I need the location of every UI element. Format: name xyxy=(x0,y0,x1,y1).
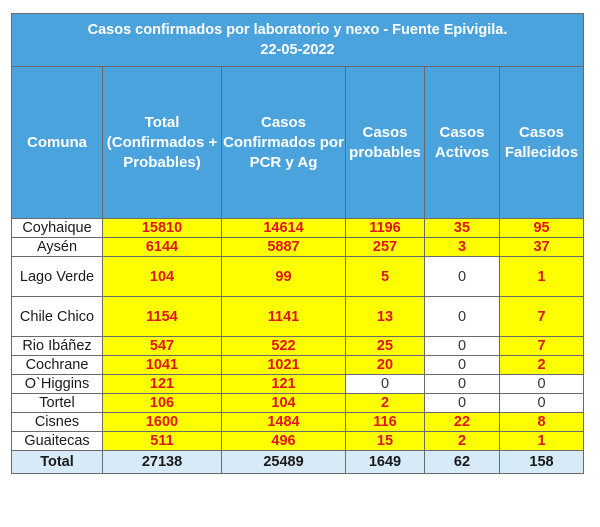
fallecidos-cell: 1 xyxy=(498,256,585,297)
table-row: Guaitecas 511 496 15 2 1 xyxy=(11,431,585,451)
comuna-cell: Rio Ibáñez xyxy=(11,336,103,356)
totals-row: Total 27138 25489 1649 62 158 xyxy=(11,450,585,474)
total-cell: 6144 xyxy=(102,237,222,257)
pcr-cell: 1021 xyxy=(221,355,346,375)
fallecidos-cell: 1 xyxy=(498,431,585,451)
table-title: Casos confirmados por laboratorio y nexo… xyxy=(10,13,585,67)
pcr-cell: 522 xyxy=(221,336,346,356)
comuna-cell: Chile Chico xyxy=(11,296,103,337)
comuna-cell: Tortel xyxy=(11,393,103,413)
comuna-cell: Aysén xyxy=(11,237,103,257)
probables-cell: 5 xyxy=(345,256,425,297)
total-cell: 1041 xyxy=(102,355,222,375)
pcr-cell: 121 xyxy=(221,374,346,394)
table-row: O`Higgins 121 121 0 0 0 xyxy=(11,374,585,394)
totals-label: Total xyxy=(11,450,103,474)
header-pcr: Casos Confirmados por PCR y Ag xyxy=(221,66,346,219)
activos-cell: 3 xyxy=(424,237,500,257)
table-row: Cochrane 1041 1021 20 0 2 xyxy=(11,355,585,375)
pcr-cell: 14614 xyxy=(221,218,346,238)
pcr-cell: 1484 xyxy=(221,412,346,432)
header-row: Comuna Total (Confirmados + Probables) C… xyxy=(11,66,585,219)
fallecidos-cell: 37 xyxy=(498,237,585,257)
total-cell: 15810 xyxy=(102,218,222,238)
comuna-cell: Guaitecas xyxy=(11,431,103,451)
table-row: Lago Verde 104 99 5 0 1 xyxy=(11,256,585,297)
pcr-cell: 496 xyxy=(221,431,346,451)
title-date: 22-05-2022 xyxy=(260,42,335,58)
total-cell: 121 xyxy=(102,374,222,394)
comuna-cell: O`Higgins xyxy=(11,374,103,394)
pcr-cell: 104 xyxy=(221,393,346,413)
fallecidos-cell: 7 xyxy=(498,336,585,356)
probables-cell: 20 xyxy=(345,355,425,375)
total-cell: 1154 xyxy=(102,296,222,337)
activos-cell: 0 xyxy=(424,393,500,413)
fallecidos-cell: 2 xyxy=(498,355,585,375)
totals-total: 27138 xyxy=(102,450,222,474)
table-row: Coyhaique 15810 14614 1196 35 95 xyxy=(11,218,585,238)
header-comuna: Comuna xyxy=(11,66,103,219)
totals-activos: 62 xyxy=(424,450,500,474)
table-row: Aysén 6144 5887 257 3 37 xyxy=(11,237,585,257)
header-total: Total (Confirmados + Probables) xyxy=(102,66,222,219)
table-row: Cisnes 1600 1484 116 22 8 xyxy=(11,412,585,432)
totals-fallecidos: 158 xyxy=(498,450,585,474)
probables-cell: 13 xyxy=(345,296,425,337)
table-row: Tortel 106 104 2 0 0 xyxy=(11,393,585,413)
comuna-cell: Lago Verde xyxy=(11,256,103,297)
cases-table: Casos confirmados por laboratorio y nexo… xyxy=(10,13,585,474)
comuna-cell: Coyhaique xyxy=(11,218,103,238)
total-cell: 1600 xyxy=(102,412,222,432)
total-cell: 511 xyxy=(102,431,222,451)
pcr-cell: 99 xyxy=(221,256,346,297)
totals-pcr: 25489 xyxy=(221,450,346,474)
totals-probables: 1649 xyxy=(345,450,425,474)
cases-table-frame: Casos confirmados por laboratorio y nexo… xyxy=(10,13,585,474)
pcr-cell: 5887 xyxy=(221,237,346,257)
fallecidos-cell: 0 xyxy=(498,393,585,413)
title-line-1: Casos confirmados por laboratorio y nexo… xyxy=(87,22,508,38)
header-activos: Casos Activos xyxy=(424,66,500,219)
comuna-cell: Cisnes xyxy=(11,412,103,432)
fallecidos-cell: 8 xyxy=(498,412,585,432)
total-cell: 106 xyxy=(102,393,222,413)
table-row: Chile Chico 1154 1141 13 0 7 xyxy=(11,296,585,337)
fallecidos-cell: 95 xyxy=(498,218,585,238)
activos-cell: 2 xyxy=(424,431,500,451)
probables-cell: 2 xyxy=(345,393,425,413)
table-row: Rio Ibáñez 547 522 25 0 7 xyxy=(11,336,585,356)
activos-cell: 0 xyxy=(424,336,500,356)
activos-cell: 35 xyxy=(424,218,500,238)
activos-cell: 22 xyxy=(424,412,500,432)
probables-cell: 1196 xyxy=(345,218,425,238)
title-row: Casos confirmados por laboratorio y nexo… xyxy=(10,13,585,67)
probables-cell: 116 xyxy=(345,412,425,432)
activos-cell: 0 xyxy=(424,374,500,394)
comuna-cell: Cochrane xyxy=(11,355,103,375)
probables-cell: 25 xyxy=(345,336,425,356)
header-probables: Casos probables xyxy=(345,66,425,219)
probables-cell: 15 xyxy=(345,431,425,451)
fallecidos-cell: 7 xyxy=(498,296,585,337)
activos-cell: 0 xyxy=(424,296,500,337)
fallecidos-cell: 0 xyxy=(498,374,585,394)
total-cell: 547 xyxy=(102,336,222,356)
pcr-cell: 1141 xyxy=(221,296,346,337)
total-cell: 104 xyxy=(102,256,222,297)
header-fallecidos: Casos Fallecidos xyxy=(498,66,585,219)
activos-cell: 0 xyxy=(424,256,500,297)
probables-cell: 257 xyxy=(345,237,425,257)
activos-cell: 0 xyxy=(424,355,500,375)
probables-cell: 0 xyxy=(345,374,425,394)
